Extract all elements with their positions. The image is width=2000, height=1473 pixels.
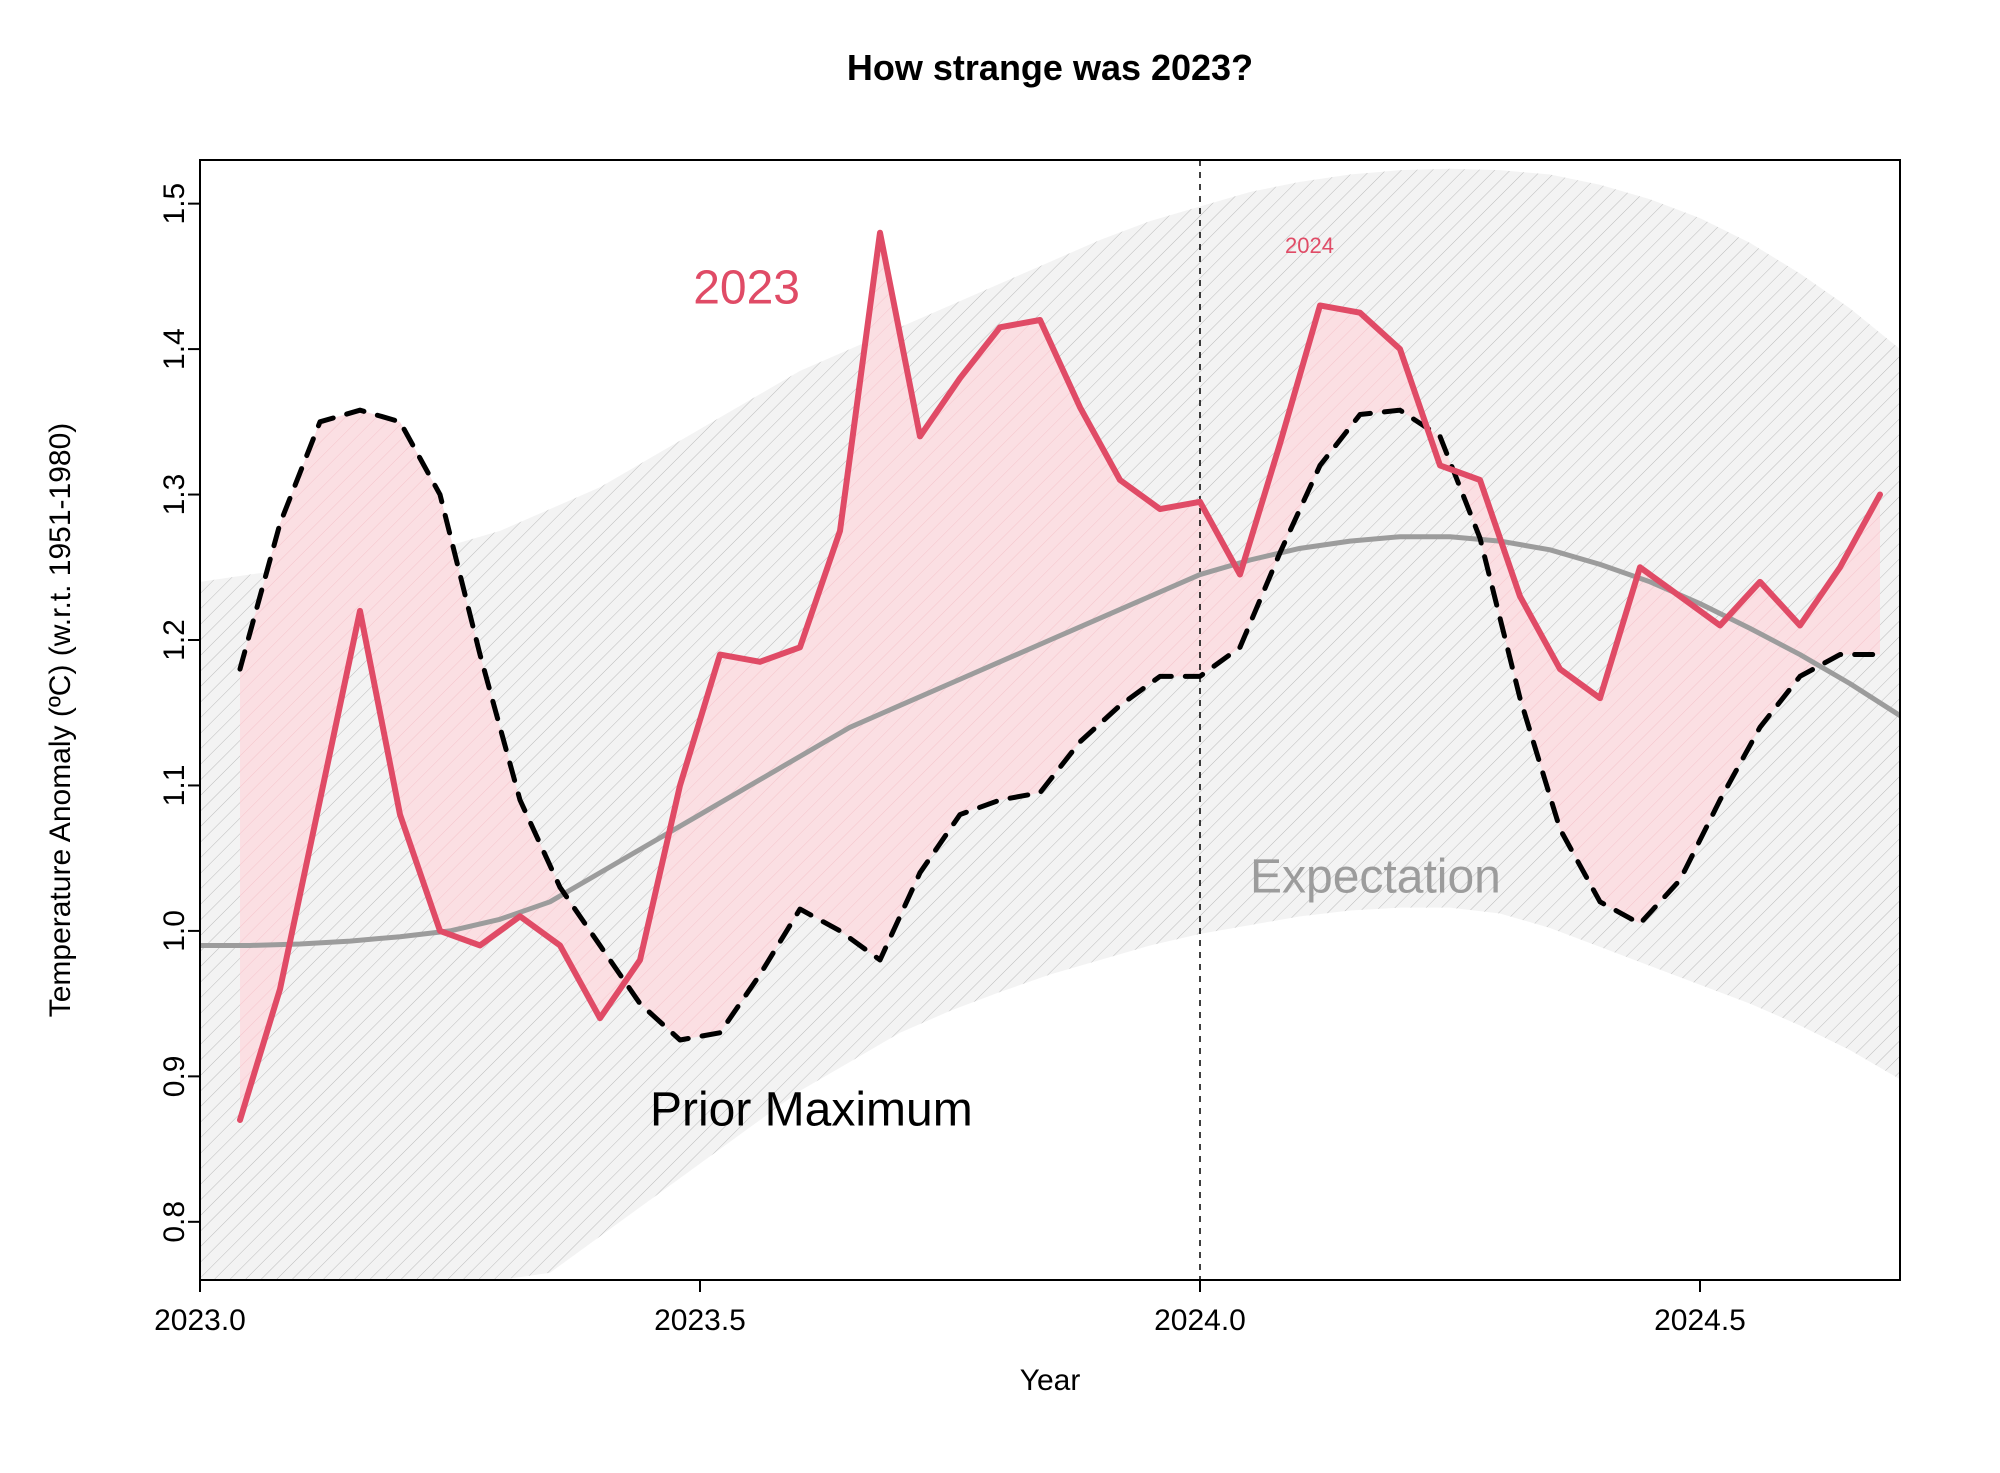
y-tick-label: 1.2 (158, 619, 191, 661)
y-tick-label: 0.8 (158, 1201, 191, 1243)
annotation-label: Prior Maximum (650, 1083, 973, 1136)
y-tick-label: 1.0 (158, 910, 191, 952)
chart-title: How strange was 2023? (847, 47, 1253, 88)
x-tick-label: 2023.5 (654, 1304, 746, 1337)
annotation-label: 2023 (693, 262, 800, 315)
x-tick-label: 2024.5 (1654, 1304, 1746, 1337)
y-tick-label: 0.9 (158, 1056, 191, 1098)
annotation-label: Expectation (1250, 851, 1501, 904)
x-tick-label: 2023.0 (154, 1304, 246, 1337)
y-axis-label: Temperature Anomaly (ºC) (w.r.t. 1951-19… (44, 423, 77, 1018)
chart-svg: 2023.0 2023.5 2024.0 2024.5 0.8 0.9 1.0 1.1 1.2 1… (0, 0, 2000, 1473)
x-axis-label: Year (1020, 1364, 1081, 1397)
x-tick-label: 2024.0 (1154, 1304, 1246, 1337)
y-tick-label: 1.3 (158, 474, 191, 516)
y-tick-label: 1.1 (158, 765, 191, 807)
y-tick-label: 1.5 (158, 183, 191, 225)
y-tick-label: 1.4 (158, 328, 191, 370)
annotation-label: 2024 (1285, 233, 1334, 258)
chart-container: 2023.0 2023.5 2024.0 2024.5 0.8 0.9 1.0 1.1 1.2 1… (0, 0, 2000, 1473)
